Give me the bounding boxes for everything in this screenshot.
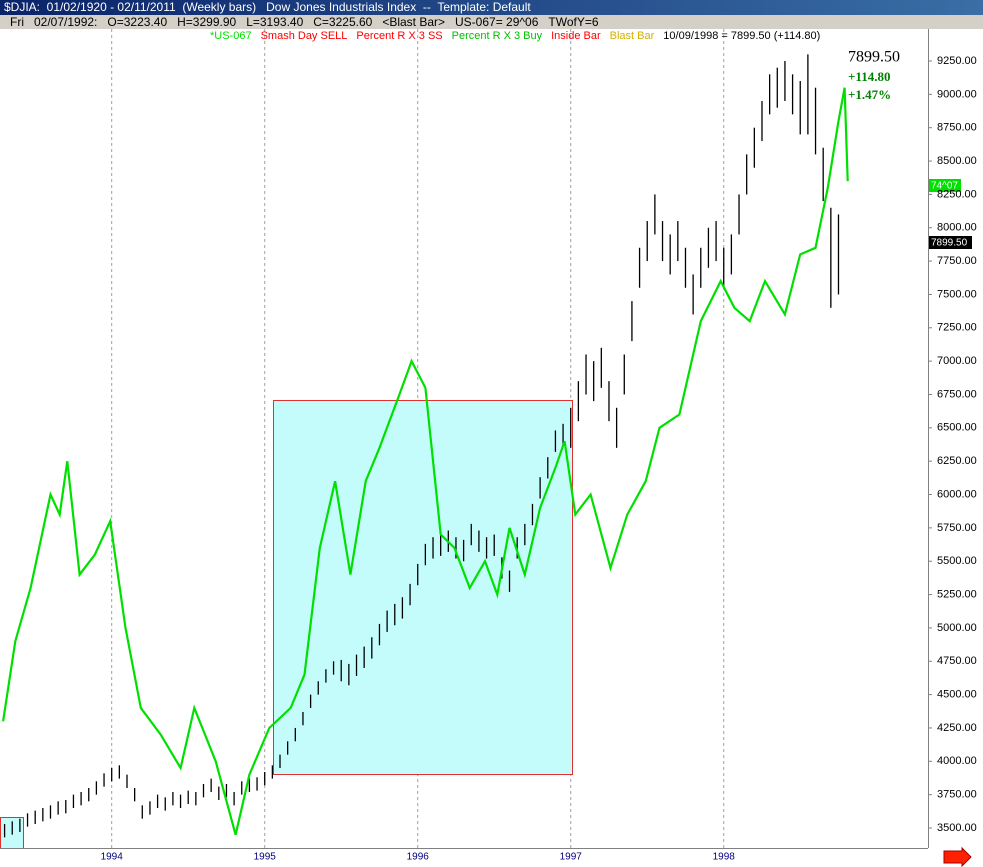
y-tick-label: 9000.00 (937, 88, 977, 100)
y-tick-label: 8250.00 (937, 188, 977, 200)
y-tick-label: 6000.00 (937, 488, 977, 500)
legend-entry: Percent R X 3 SS (356, 30, 442, 42)
y-tick-label: 7750.00 (937, 255, 977, 267)
y-tick-label: 3500.00 (937, 822, 977, 834)
y-tick-label: 4000.00 (937, 755, 977, 767)
x-tick-label: 1996 (407, 852, 430, 863)
y-tick-label: 4250.00 (937, 722, 977, 734)
y-tick-label: 5250.00 (937, 588, 977, 600)
bar-info-item: C=3225.60 (313, 15, 373, 29)
x-tick-label: 1998 (713, 852, 736, 863)
bar-info-item: TWofY=6 (548, 15, 599, 29)
y-tick-label: 7000.00 (937, 355, 977, 367)
highlight-box (273, 400, 573, 775)
y-tick-label: 7250.00 (937, 322, 977, 334)
y-tick-label: 5000.00 (937, 622, 977, 634)
scroll-arrow[interactable] (943, 846, 972, 867)
legend-entry: Smash Day SELL (261, 30, 348, 42)
y-tick-label: 4750.00 (937, 655, 977, 667)
y-tick-label: 5500.00 (937, 555, 977, 567)
y-tick-label: 6500.00 (937, 422, 977, 434)
bar-info-item: O=3223.40 (107, 15, 168, 29)
price-change: +114.80 (848, 69, 890, 84)
bar-info-item: H=3299.90 (177, 15, 237, 29)
legend-entry: Percent R X 3 Buy (452, 30, 543, 42)
y-tick-label: 4500.00 (937, 689, 977, 701)
y-tick-label: 8500.00 (937, 155, 977, 167)
y-tick-label: 9250.00 (937, 55, 977, 67)
indicator-line (2, 87, 849, 835)
percent-change: +1.47% (848, 87, 891, 102)
price-tag-label: 7899.50 (931, 238, 968, 249)
bar-info-item: <Blast Bar> (382, 15, 446, 29)
price-tag (929, 236, 972, 249)
legend: *US-067 Smash Day SELL Percent R X 3 SS Per… (210, 30, 820, 42)
y-tick-label: 8750.00 (937, 122, 977, 134)
x-tick-label: 1994 (101, 852, 124, 863)
y-tick-label: 7500.00 (937, 288, 977, 300)
y-tick-label: 8000.00 (937, 222, 977, 234)
indicator-tag-label: 74^07 (931, 181, 958, 192)
y-tick-label: 3750.00 (937, 789, 977, 801)
bar-info-item: L=3193.40 (246, 15, 304, 29)
title-bar: $DJIA: 01/02/1920 - 02/11/2011 (Weekly b… (0, 0, 983, 15)
bar-info-item: Fri (10, 15, 24, 29)
x-tick-label: 1995 (254, 852, 277, 863)
bar-info-item: 02/07/1992: (34, 15, 98, 29)
last-price: 7899.50 (848, 49, 900, 66)
x-tick-label: 1997 (560, 852, 583, 863)
legend-price: 10/09/1998 = 7899.50 (+114.80) (663, 30, 820, 42)
y-tick-label: 6750.00 (937, 388, 977, 400)
bar-info-item: US-067= 29^06 (455, 15, 539, 29)
y-tick-label: 6250.00 (937, 455, 977, 467)
y-tick-label: 5750.00 (937, 522, 977, 534)
indicator-tag (929, 179, 961, 192)
legend-entry: Blast Bar (610, 30, 655, 42)
legend-entry: *US-067 (210, 30, 252, 42)
legend-entry: Inside Bar (551, 30, 601, 42)
bar-info: Fri 02/07/1992: O=3223.40 H=3299.90 L=3193.4… (0, 15, 983, 29)
